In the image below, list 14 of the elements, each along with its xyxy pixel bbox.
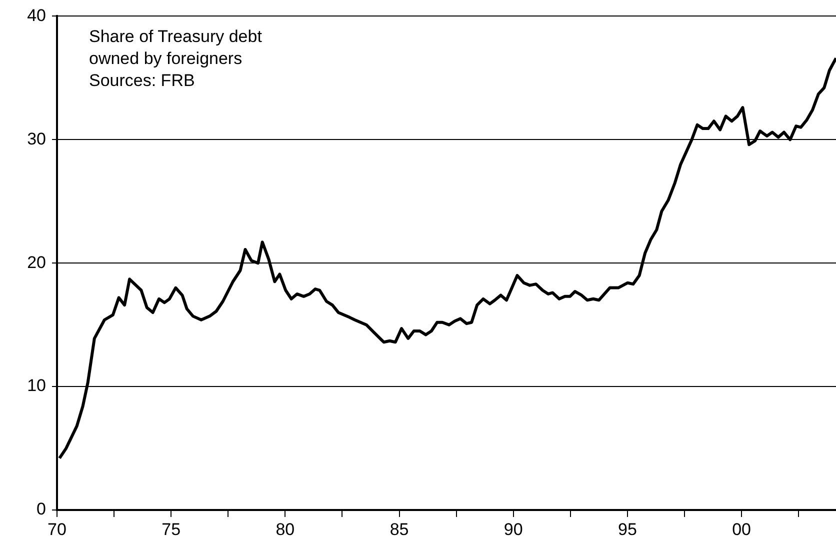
y-tick-label: 10	[27, 376, 46, 396]
y-tick-label: 20	[27, 252, 46, 272]
x-tick-label: 90	[504, 520, 523, 539]
x-tick-label: 85	[390, 520, 409, 539]
x-tick-label: 80	[276, 520, 295, 539]
text: Share of Treasury debt owned by foreigners	[89, 26, 263, 70]
y-tick-label: 40	[27, 6, 46, 25]
x-tick-label: 75	[162, 520, 181, 539]
x-tick-label: 00	[732, 520, 751, 539]
y-tick-label: 30	[27, 129, 46, 148]
y-tick-label: 0	[36, 500, 46, 519]
x-tick-label: 95	[618, 520, 637, 539]
annotation: Sources: FRB	[89, 70, 196, 92]
x-tick-label: 70	[48, 520, 66, 539]
